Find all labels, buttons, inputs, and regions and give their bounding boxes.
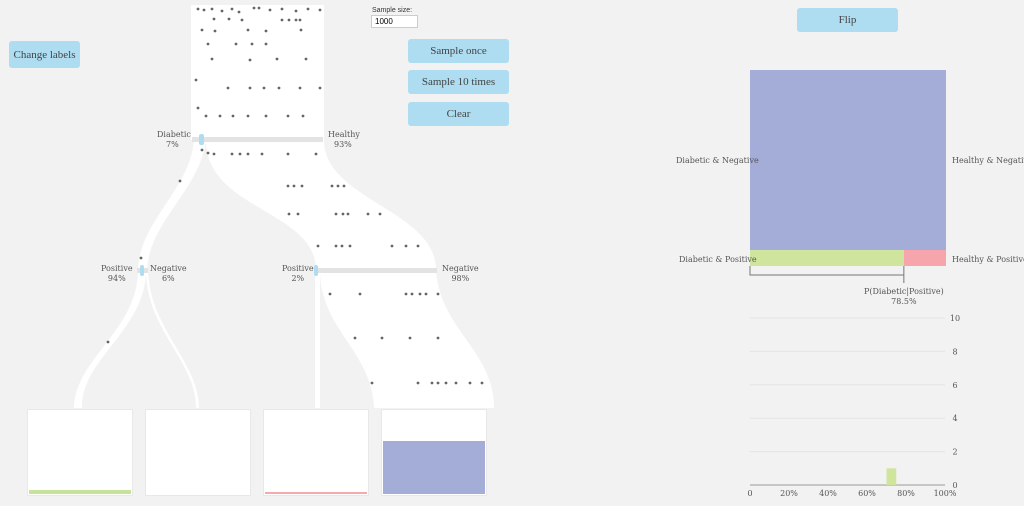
sample-10-times-button[interactable]: Sample 10 times [408, 70, 509, 94]
y-tick-label: 10 [950, 314, 960, 323]
y-tick-label: 4 [952, 414, 957, 423]
mosaic-label-diabetic-negative: Diabetic & Negative [676, 156, 759, 165]
root-right-pct: 93% [334, 140, 352, 149]
root-left-pct: 7% [166, 140, 179, 149]
diabetic-left-name: Positive [101, 264, 133, 273]
x-tick-label: 100% [934, 489, 957, 498]
root-left-name: Diabetic [157, 130, 191, 139]
root-right-name: Healthy [328, 130, 360, 139]
posterior-label-value: 78.5% [891, 297, 917, 306]
diabetic-right-name: Negative [150, 264, 187, 273]
root-right-label: Healthy 93% [328, 130, 360, 150]
diabetic-right-label: Negative 6% [150, 264, 187, 284]
mosaic-diabetic-positive-area [750, 250, 904, 266]
bin-diabetic-positive [27, 409, 133, 496]
x-tick-label: 0 [747, 489, 752, 498]
healthy-left-pct: 2% [291, 274, 305, 283]
histogram-bar [886, 468, 897, 485]
mosaic-negative-area [750, 70, 946, 251]
root-left-label: Diabetic 7% [157, 130, 191, 150]
clear-button[interactable]: Clear [408, 102, 509, 126]
y-tick-label: 8 [952, 347, 957, 356]
sample-size-label: Sample size: [372, 7, 413, 14]
healthy-right-label: Negative 98% [442, 264, 479, 284]
bin-healthy-negative-fill [383, 441, 485, 494]
sample-once-button[interactable]: Sample once [408, 39, 509, 63]
bin-healthy-positive [263, 409, 369, 496]
bin-diabetic-positive-fill [29, 489, 131, 494]
y-tick-label: 6 [952, 381, 957, 390]
x-tick-label: 40% [819, 489, 837, 498]
sample-size-input[interactable] [371, 15, 418, 28]
mosaic-label-diabetic-positive: Diabetic & Positive [679, 255, 757, 264]
x-tick-label: 20% [780, 489, 798, 498]
mosaic-label-healthy-negative: Healthy & Negative [952, 156, 1024, 165]
mosaic-healthy-positive-area [903, 250, 946, 266]
diabetic-left-label: Positive 94% [101, 264, 133, 284]
healthy-left-name: Positive [282, 264, 314, 273]
change-labels-button[interactable]: Change labels [9, 41, 80, 68]
bin-healthy-negative [381, 409, 487, 496]
bin-diabetic-negative [145, 409, 251, 496]
healthy-right-name: Negative [442, 264, 479, 273]
healthy-right-pct: 98% [451, 274, 470, 283]
x-tick-label: 60% [858, 489, 876, 498]
y-tick-label: 2 [952, 448, 957, 457]
y-tick-label: 0 [952, 481, 957, 490]
posterior-label-name: P(Diabetic|Positive) [864, 287, 944, 296]
posterior-label: P(Diabetic|Positive) 78.5% [864, 287, 944, 307]
x-tick-label: 80% [897, 489, 915, 498]
mosaic-plot [750, 70, 946, 266]
mosaic-label-healthy-positive: Healthy & Positive [952, 255, 1024, 264]
healthy-left-label: Positive 2% [282, 264, 314, 284]
diabetic-right-pct: 6% [161, 274, 175, 283]
diabetic-left-pct: 94% [107, 274, 126, 283]
bin-healthy-positive-fill [265, 492, 367, 494]
flip-button[interactable]: Flip [797, 8, 898, 32]
